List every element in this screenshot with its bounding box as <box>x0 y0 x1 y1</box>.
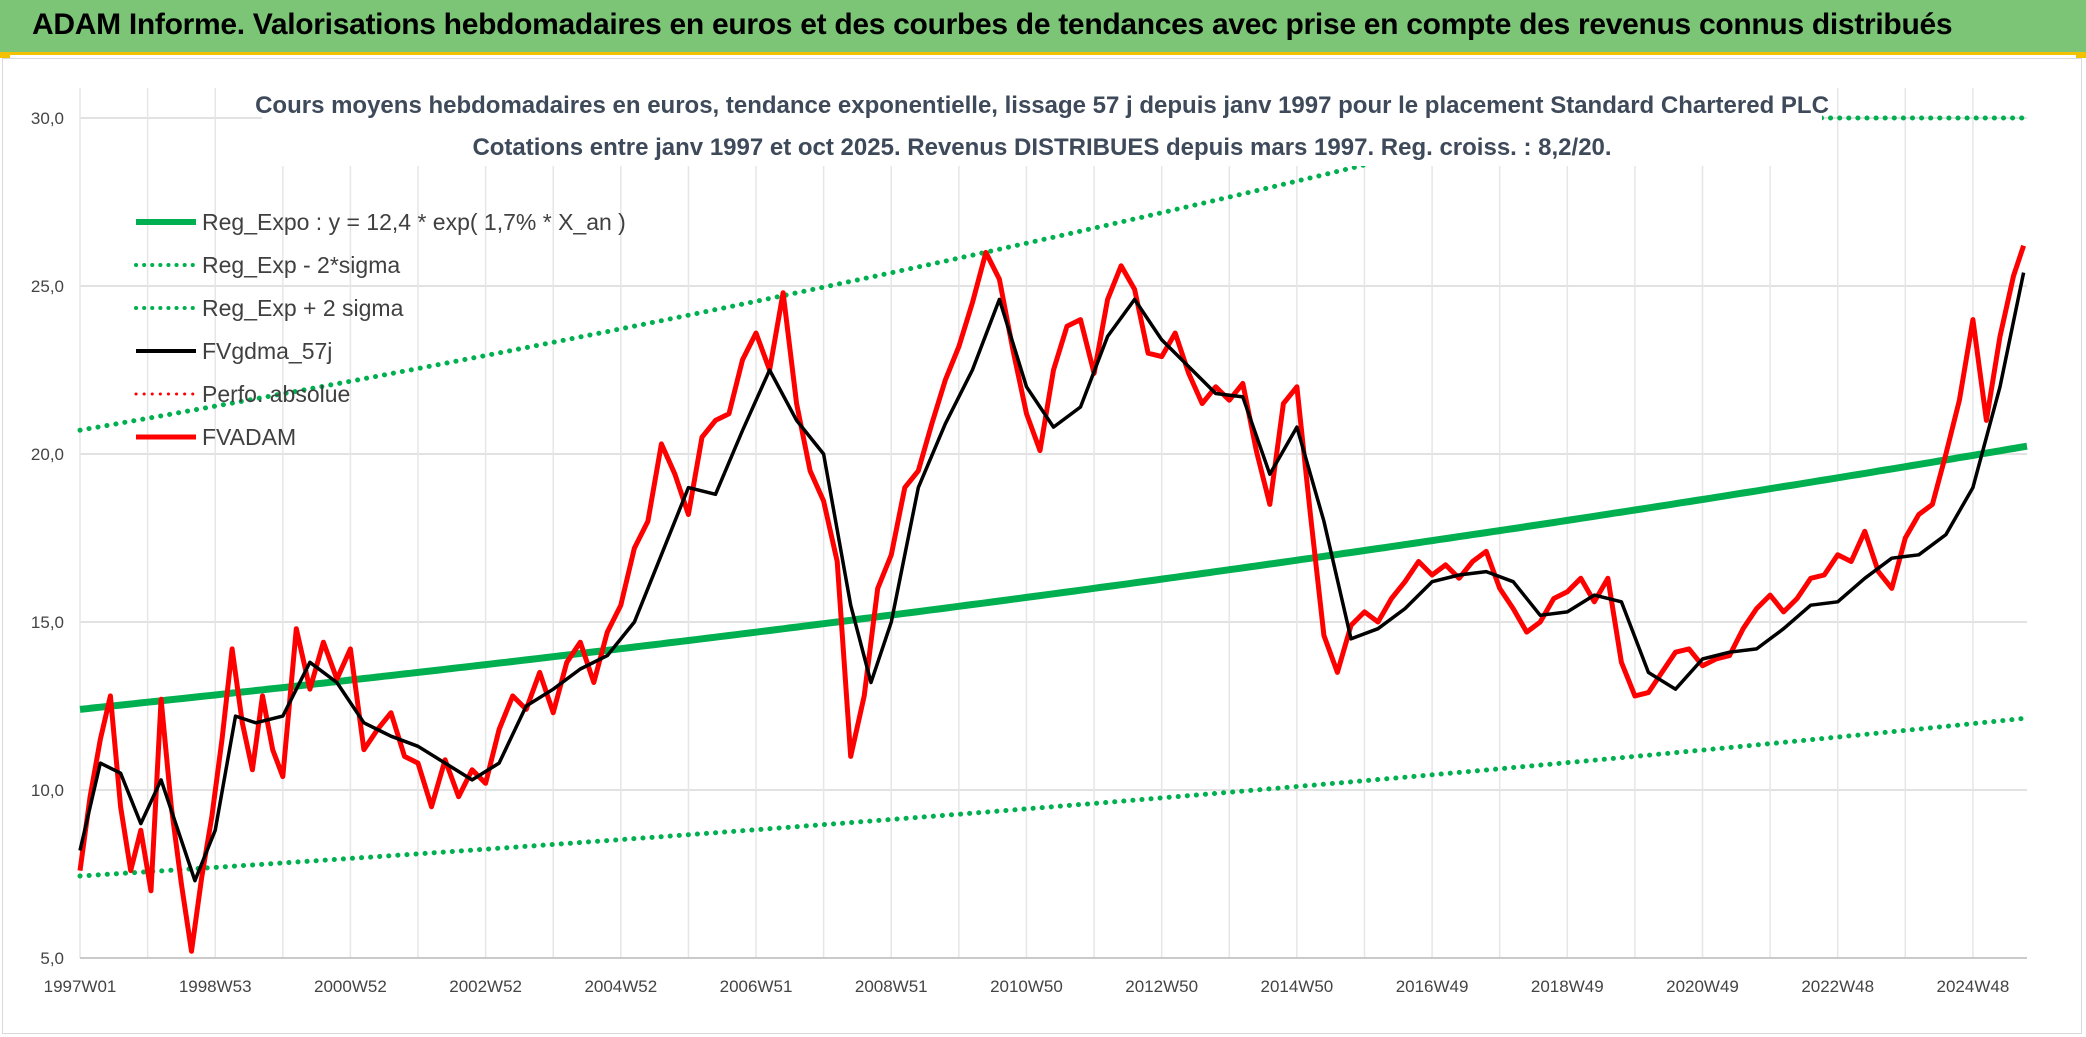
chart-subtitle: Cotations entre janv 1997 et oct 2025. R… <box>472 134 1611 161</box>
series-fvadam <box>77 244 2026 954</box>
y-tick-label: 10,0 <box>31 781 64 800</box>
chart-legend: Reg_Expo : y = 12,4 * exp( 1,7% * X_an )… <box>134 209 626 450</box>
legend-label: Reg_Expo : y = 12,4 * exp( 1,7% * X_an ) <box>202 209 626 235</box>
series-reg-expo <box>79 442 2028 713</box>
x-tick-label: 2016W49 <box>1396 977 1469 996</box>
x-tick-label: 2010W50 <box>990 977 1063 996</box>
y-tick-label: 25,0 <box>31 277 64 296</box>
legend-label: Reg_Exp + 2 sigma <box>202 295 404 321</box>
series-fvgdma-57j <box>78 272 2026 883</box>
chart-title: Cours moyens hebdomadaires en euros, ten… <box>255 92 1829 119</box>
x-tick-label: 2012W50 <box>1125 977 1198 996</box>
x-tick-label: 2004W52 <box>584 977 657 996</box>
y-tick-label: 15,0 <box>31 613 64 632</box>
chart-title-background <box>262 84 1822 166</box>
y-tick-label: 5,0 <box>40 949 64 968</box>
header-banner: ADAM Informe. Valorisations hebdomadaire… <box>0 0 2086 55</box>
x-tick-label: 2014W50 <box>1260 977 1333 996</box>
page-title: ADAM Informe. Valorisations hebdomadaire… <box>32 8 1953 41</box>
series-reg-exp-minus-2sigma <box>77 715 2030 879</box>
y-tick-label: 30,0 <box>31 109 64 128</box>
x-tick-label: 2006W51 <box>720 977 793 996</box>
legend-label: FVADAM <box>202 424 296 450</box>
corner-accent-left <box>0 52 10 58</box>
corner-accent-right <box>2076 52 2086 58</box>
x-tick-label: 2020W49 <box>1666 977 1739 996</box>
x-tick-label: 2002W52 <box>449 977 522 996</box>
x-tick-label: 1997W01 <box>44 977 117 996</box>
x-tick-label: 1998W53 <box>179 977 252 996</box>
legend-label: Reg_Exp - 2*sigma <box>202 252 400 278</box>
y-tick-label: 20,0 <box>31 445 64 464</box>
x-tick-label: 2000W52 <box>314 977 387 996</box>
x-tick-label: 2024W48 <box>1937 977 2010 996</box>
chart-frame <box>2 58 2082 1034</box>
x-tick-label: 2008W51 <box>855 977 928 996</box>
x-tick-label: 2018W49 <box>1531 977 1604 996</box>
legend-label: Perfo. absolue <box>202 381 350 407</box>
legend-label: FVgdma_57j <box>202 338 332 364</box>
chart-series <box>77 115 2030 954</box>
x-tick-label: 2022W48 <box>1801 977 1874 996</box>
axis-labels: 5,0 10,0 15,0 20,0 25,0 30,0 1997W01 1998W53 200… <box>31 109 2009 996</box>
